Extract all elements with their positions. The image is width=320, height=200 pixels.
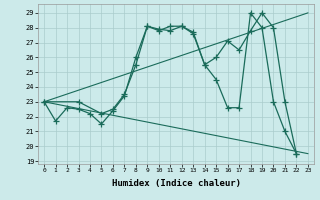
X-axis label: Humidex (Indice chaleur): Humidex (Indice chaleur) — [111, 179, 241, 188]
